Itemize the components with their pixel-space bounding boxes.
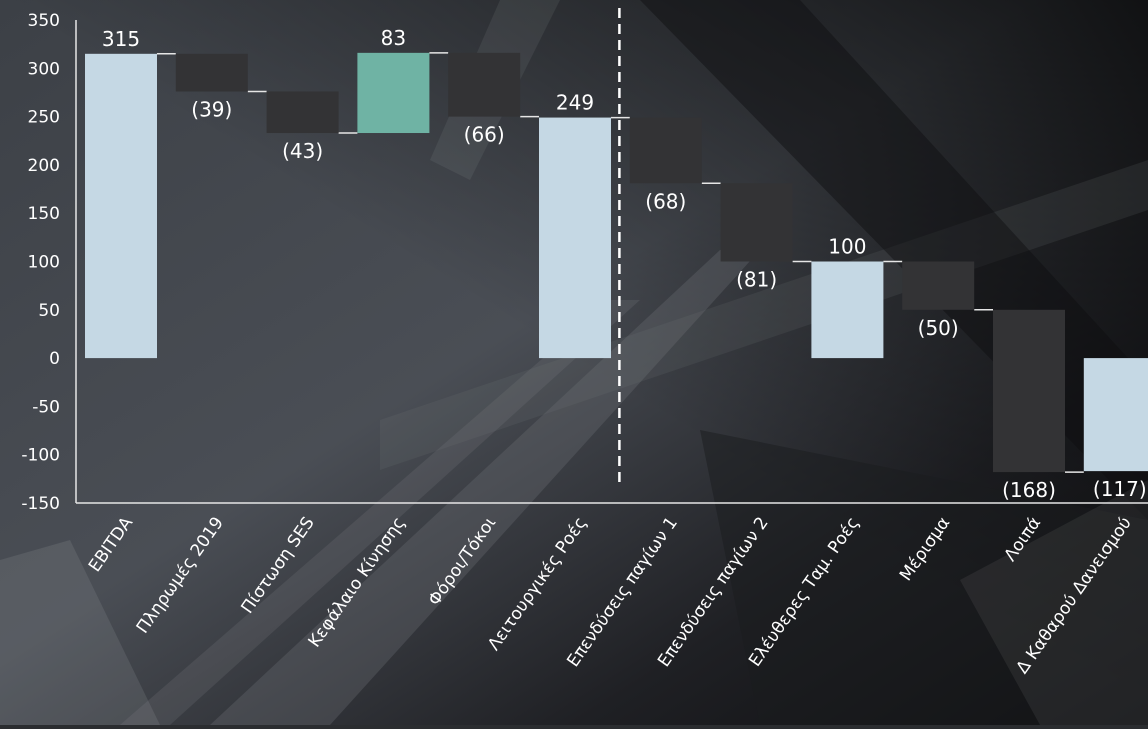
data-label: 249	[556, 91, 594, 115]
bar-10	[902, 261, 975, 310]
y-tick-label: -150	[21, 494, 60, 514]
value-labels: 315 (39) (43) 83 (66) 249 (68) (81) 100 (50) (168)…	[102, 26, 1147, 502]
bar-11	[993, 309, 1065, 473]
y-tick-label: 250	[28, 108, 60, 128]
bar-12	[1083, 358, 1148, 472]
y-tick-label: 200	[28, 156, 60, 176]
bar-8	[720, 183, 793, 262]
axes: 350 300 250 200 150 100 50 0 -50 -100 -150	[21, 8, 1148, 514]
bar-7	[629, 117, 702, 184]
bar-1	[85, 53, 157, 359]
bar-9	[811, 261, 884, 359]
y-tick-label: -50	[32, 397, 60, 417]
y-tick-label: 100	[28, 253, 60, 273]
bar-6	[539, 117, 611, 359]
bar-5	[448, 52, 521, 117]
y-tick-label: 0	[49, 349, 60, 369]
data-label: 83	[381, 26, 406, 50]
data-label: (81)	[736, 268, 777, 292]
bar-3	[266, 91, 339, 134]
connectors	[157, 52, 1084, 473]
data-label: 100	[828, 235, 866, 259]
data-label: (168)	[1002, 478, 1056, 502]
y-tick-label: 300	[28, 59, 60, 79]
y-tick-label: 50	[38, 301, 60, 321]
y-tick-label: 350	[28, 11, 60, 31]
bar-4	[357, 52, 430, 134]
y-tick-label: 150	[28, 204, 60, 224]
bar-2	[175, 53, 248, 92]
data-label: (39)	[191, 97, 232, 121]
y-tick-label: -100	[21, 446, 60, 466]
data-label: 315	[102, 27, 140, 51]
data-label: (117)	[1093, 477, 1147, 501]
data-label: (68)	[645, 189, 686, 213]
data-label: (50)	[918, 316, 959, 340]
bars	[85, 52, 1148, 473]
data-label: (43)	[282, 139, 323, 163]
data-label: (66)	[464, 123, 505, 147]
